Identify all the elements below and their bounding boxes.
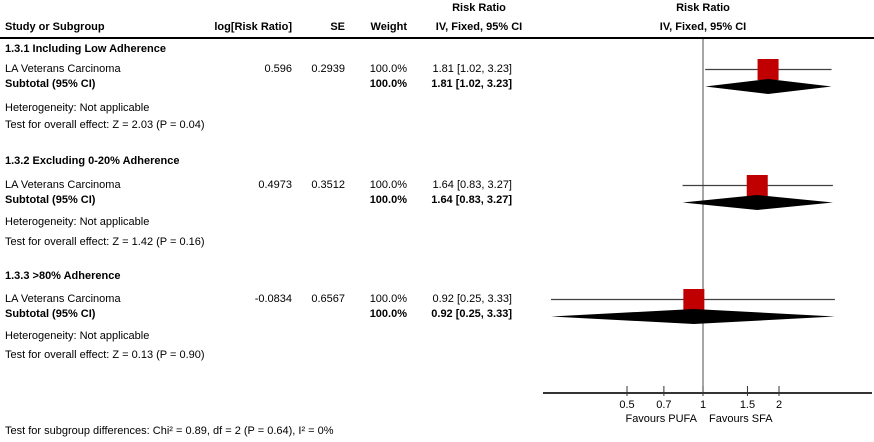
favours-left-label: Favours PUFA (625, 413, 697, 425)
log-rr-cell: 0.596 (264, 63, 292, 75)
column-header-effect-ci: IV, Fixed, 95% CI (435, 21, 523, 33)
study-name-cell: LA Veterans Carcinoma (5, 293, 121, 305)
heterogeneity-note: Heterogeneity: Not applicable (0, 216, 874, 229)
study-row: LA Veterans Carcinoma 0.596 0.2939 100.0… (0, 63, 874, 76)
plot-column-title: Risk Ratio (676, 2, 730, 14)
study-weight-square (746, 175, 768, 196)
x-axis-tick-label: 1.5 (740, 399, 755, 411)
subgroup-title-label: 1.3.1 Including Low Adherence (5, 43, 166, 55)
subtotal-ci-cell: 0.92 [0.25, 3.33] (431, 308, 512, 320)
subtotal-weight-cell: 100.0% (369, 308, 407, 320)
subtotal-label-cell: Subtotal (95% CI) (5, 308, 96, 320)
header-row-2: Study or Subgroup log[Risk Ratio] SE Wei… (0, 21, 874, 34)
study-weight-square (683, 289, 705, 310)
column-header-weight: Weight (370, 21, 407, 33)
subtotal-label-cell: Subtotal (95% CI) (5, 194, 96, 206)
column-header-log-risk-ratio: log[Risk Ratio] (214, 21, 292, 33)
ci-cell: 1.64 [0.83, 3.27] (432, 179, 512, 191)
subtotal-row: Subtotal (95% CI) 100.0% 0.92 [0.25, 3.3… (0, 308, 874, 321)
study-weight-square (757, 59, 779, 80)
subtotal-weight-cell: 100.0% (369, 78, 407, 90)
subtotal-label-cell: Subtotal (95% CI) (5, 78, 96, 90)
column-header-study: Study or Subgroup (5, 21, 105, 33)
log-rr-cell: -0.0834 (254, 293, 292, 305)
weight-cell: 100.0% (369, 179, 407, 191)
heterogeneity-note: Heterogeneity: Not applicable (0, 330, 874, 343)
subgroup-title-label: 1.3.2 Excluding 0-20% Adherence (5, 155, 180, 167)
overall-effect-note: Test for overall effect: Z = 0.13 (P = 0… (0, 349, 874, 362)
subgroup-title-label: 1.3.3 >80% Adherence (5, 270, 121, 282)
plot-column-subtitle: IV, Fixed, 95% CI (659, 21, 747, 33)
log-rr-cell: 0.4973 (258, 179, 292, 191)
header-separator-line (0, 37, 874, 39)
effect-column-title: Risk Ratio (452, 2, 506, 14)
favours-right-label: Favours SFA (709, 413, 773, 425)
subgroup-differences-text: Test for subgroup differences: Chi² = 0.… (5, 425, 334, 437)
subtotal-row: Subtotal (95% CI) 100.0% 1.81 [1.02, 3.2… (0, 78, 874, 91)
subgroup-title: 1.3.3 >80% Adherence (0, 270, 874, 283)
ci-cell: 1.81 [1.02, 3.23] (432, 63, 512, 75)
overall-effect-note: Test for overall effect: Z = 1.42 (P = 0… (0, 236, 874, 249)
study-name-cell: LA Veterans Carcinoma (5, 63, 121, 75)
x-axis-tick-label: 0.5 (619, 399, 634, 411)
subtotal-row: Subtotal (95% CI) 100.0% 1.64 [0.83, 3.2… (0, 194, 874, 207)
se-cell: 0.2939 (311, 63, 345, 75)
overall-effect-text: Test for overall effect: Z = 0.13 (P = 0… (5, 349, 205, 361)
x-axis-tick-label: 1 (700, 399, 706, 411)
subtotal-diamond (705, 79, 832, 94)
study-row: LA Veterans Carcinoma -0.0834 0.6567 100… (0, 293, 874, 306)
subtotal-weight-cell: 100.0% (369, 194, 407, 206)
x-axis-tick-label: 2 (776, 399, 782, 411)
weight-cell: 100.0% (369, 63, 407, 75)
subgroup-differences-note: Test for subgroup differences: Chi² = 0.… (0, 425, 874, 438)
se-cell: 0.3512 (311, 179, 345, 191)
subgroup-title: 1.3.1 Including Low Adherence (0, 43, 874, 56)
overall-effect-text: Test for overall effect: Z = 1.42 (P = 0… (5, 236, 205, 248)
heterogeneity-text: Heterogeneity: Not applicable (5, 216, 150, 228)
x-axis-tick-label: 0.7 (656, 399, 671, 411)
subtotal-diamond (682, 195, 833, 210)
heterogeneity-text: Heterogeneity: Not applicable (5, 330, 150, 342)
weight-cell: 100.0% (369, 293, 407, 305)
subtotal-ci-cell: 1.64 [0.83, 3.27] (431, 194, 512, 206)
subgroup-title: 1.3.2 Excluding 0-20% Adherence (0, 155, 874, 168)
subtotal-ci-cell: 1.81 [1.02, 3.23] (431, 78, 512, 90)
heterogeneity-note: Heterogeneity: Not applicable (0, 102, 874, 115)
study-name-cell: LA Veterans Carcinoma (5, 179, 121, 191)
overall-effect-note: Test for overall effect: Z = 2.03 (P = 0… (0, 119, 874, 132)
column-header-se: SE (330, 21, 345, 33)
overall-effect-text: Test for overall effect: Z = 2.03 (P = 0… (5, 119, 205, 131)
se-cell: 0.6567 (311, 293, 345, 305)
heterogeneity-text: Heterogeneity: Not applicable (5, 102, 150, 114)
study-row: LA Veterans Carcinoma 0.4973 0.3512 100.… (0, 179, 874, 192)
subtotal-diamond (550, 309, 835, 324)
header-row-1: Risk Ratio Risk Ratio (0, 2, 874, 15)
ci-cell: 0.92 [0.25, 3.33] (432, 293, 512, 305)
